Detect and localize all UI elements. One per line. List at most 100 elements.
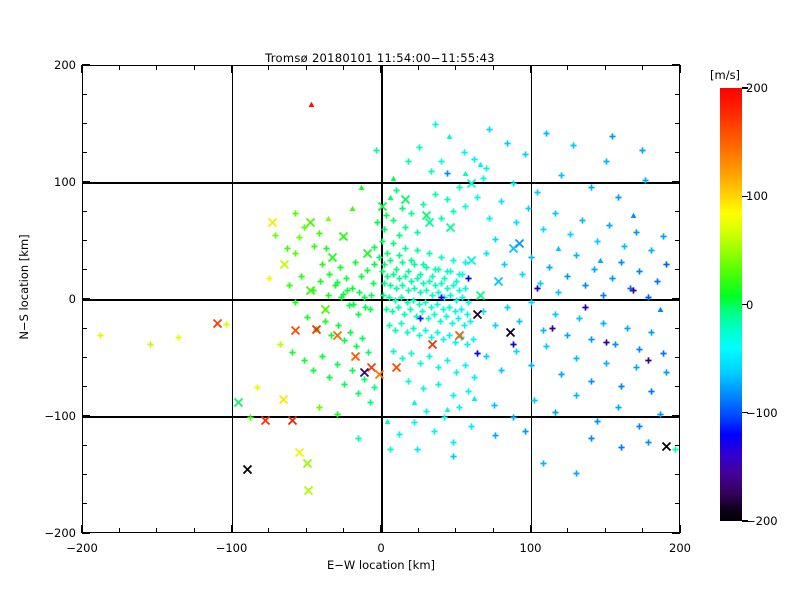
data-point-plus xyxy=(636,423,643,430)
data-point-triangle xyxy=(358,184,365,191)
data-point-plus xyxy=(404,329,411,336)
data-point-plus xyxy=(618,444,625,451)
data-point-plus xyxy=(366,306,374,313)
data-point-plus xyxy=(438,254,445,261)
data-point-plus xyxy=(417,360,424,367)
data-point-plus xyxy=(534,285,541,292)
data-point-plus xyxy=(286,282,293,290)
data-point-plus xyxy=(504,140,511,147)
data-point-plus xyxy=(552,409,559,416)
data-point-plus xyxy=(492,236,499,243)
data-point-plus xyxy=(341,337,348,345)
colorbar-tick-label: 200 xyxy=(746,81,768,95)
x-axis-tick xyxy=(118,528,120,533)
data-point-plus xyxy=(408,257,415,264)
data-point-plus xyxy=(465,299,472,306)
colorbar-tick-label: −200 xyxy=(746,514,778,528)
data-point-plus xyxy=(492,432,499,439)
colorbar-tick-label: −100 xyxy=(746,405,778,420)
y-tick-label: 200 xyxy=(54,58,76,72)
data-point-plus xyxy=(402,245,410,252)
data-point-plus xyxy=(360,376,368,383)
data-point-plus xyxy=(471,374,478,381)
x-axis-tick xyxy=(268,528,270,533)
data-point-plus xyxy=(420,200,427,208)
data-point-plus xyxy=(357,273,365,280)
data-point-plus xyxy=(322,317,329,325)
data-point-plus xyxy=(519,271,526,278)
data-point-plus xyxy=(573,470,580,477)
data-point-plus xyxy=(310,367,317,374)
data-point-plus xyxy=(516,317,523,325)
data-point-plus xyxy=(603,360,610,367)
data-point-plus xyxy=(498,367,505,374)
data-point-plus xyxy=(558,371,565,378)
data-point-plus xyxy=(296,234,303,242)
x-axis-tick xyxy=(343,65,345,70)
data-point-plus xyxy=(440,306,447,313)
data-point-plus xyxy=(384,250,392,257)
data-point-plus xyxy=(528,362,535,369)
data-point-plus xyxy=(316,404,323,411)
data-point-plus xyxy=(289,349,296,356)
x-axis-tick xyxy=(81,525,83,533)
data-point-plus xyxy=(301,224,308,231)
data-point-plus xyxy=(468,423,475,430)
y-axis-tick xyxy=(675,444,680,446)
data-point-triangle xyxy=(471,395,478,402)
data-point-cross xyxy=(305,217,316,228)
data-point-cross xyxy=(303,485,314,496)
data-point-plus xyxy=(612,341,619,348)
data-point-plus xyxy=(645,439,652,446)
data-point-plus xyxy=(414,275,421,283)
data-point-plus xyxy=(420,280,427,287)
y-axis-tick xyxy=(675,503,680,505)
data-point-triangle xyxy=(390,175,397,182)
x-axis-tick xyxy=(455,528,457,533)
colorbar-tick xyxy=(742,195,748,197)
data-point-plus xyxy=(659,350,667,357)
x-axis-tick xyxy=(305,65,307,70)
data-point-plus xyxy=(404,299,411,306)
data-point-plus xyxy=(444,196,451,203)
y-axis-tick xyxy=(82,152,87,154)
data-point-plus xyxy=(452,339,459,346)
y-axis-tick xyxy=(82,327,87,329)
data-point-plus xyxy=(411,285,418,292)
data-point-cross xyxy=(374,369,385,380)
data-point-plus xyxy=(461,322,468,329)
data-point-plus xyxy=(513,219,520,226)
data-point-plus xyxy=(383,212,390,219)
x-axis-tick xyxy=(679,525,681,533)
data-point-plus xyxy=(390,348,398,355)
data-point-plus xyxy=(464,310,471,318)
data-point-plus xyxy=(636,346,643,353)
data-point-plus xyxy=(579,217,586,224)
data-point-plus xyxy=(396,275,404,283)
data-point-plus xyxy=(582,282,589,290)
data-point-plus xyxy=(335,322,342,329)
data-point-plus xyxy=(591,266,598,273)
data-point-plus xyxy=(450,439,457,446)
data-point-plus xyxy=(399,259,407,266)
data-point-plus xyxy=(326,374,333,381)
plot-area xyxy=(82,65,680,533)
data-point-plus xyxy=(398,294,405,301)
colorbar-gradient xyxy=(720,88,742,521)
colorbar-unit-label: [m/s] xyxy=(710,68,741,82)
data-point-cross xyxy=(472,309,483,320)
y-tick-label: −100 xyxy=(44,409,76,423)
data-point-cross xyxy=(294,447,305,458)
data-point-plus xyxy=(396,431,404,438)
data-point-plus xyxy=(399,205,407,212)
data-point-plus xyxy=(411,261,418,268)
data-point-cross xyxy=(454,330,465,341)
data-point-plus xyxy=(416,331,423,339)
data-point-cross xyxy=(290,325,301,336)
data-point-plus xyxy=(435,266,442,273)
data-point-plus xyxy=(414,446,421,453)
gridline-vertical xyxy=(381,66,383,532)
data-point-plus xyxy=(510,179,517,187)
y-axis-tick xyxy=(82,444,87,446)
data-point-plus xyxy=(272,232,279,239)
